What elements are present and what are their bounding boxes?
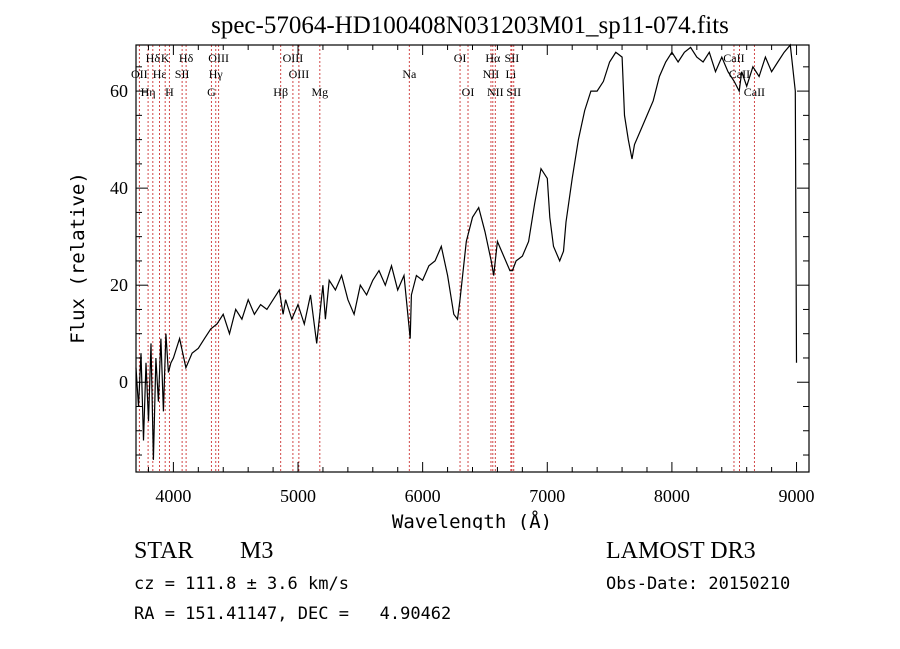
line-marker-label: OIII xyxy=(208,51,229,65)
spectrum-line xyxy=(135,43,798,460)
radec-label: RA = 151.41147, DEC = 4.90462 xyxy=(134,604,452,624)
line-marker-label: Mg xyxy=(311,85,328,99)
line-marker-group xyxy=(138,45,755,472)
line-marker-label: Na xyxy=(402,67,417,81)
line-marker-label: NII xyxy=(487,85,504,99)
line-marker-label: H xyxy=(165,85,174,99)
x-tick-label: 9000 xyxy=(779,486,815,506)
line-marker-label: CaII xyxy=(729,67,750,81)
plot-frame xyxy=(135,44,810,473)
cz-label: cz = 111.8 ± 3.6 km/s xyxy=(134,574,349,594)
line-marker-label: NII xyxy=(483,67,500,81)
class-label: STAR xyxy=(134,538,194,564)
y-tick-label: 20 xyxy=(110,275,128,295)
subclass-label: M3 xyxy=(240,538,274,564)
line-marker-label: SII xyxy=(505,51,520,65)
y-tick-labels: 0 20 40 60 xyxy=(110,81,128,392)
line-marker-label: Hδ xyxy=(179,51,194,65)
line-marker-label: Hγ xyxy=(209,67,224,81)
line-marker-label: OI xyxy=(454,51,467,65)
y-tick-label: 60 xyxy=(110,81,128,101)
axis-ticks xyxy=(136,45,809,472)
x-axis-label: Wavelength (Å) xyxy=(392,510,552,530)
obs-date-label: Obs-Date: 20150210 xyxy=(606,574,791,594)
y-tick-label: 40 xyxy=(110,178,128,198)
line-marker-label: OI xyxy=(462,85,475,99)
x-tick-label: 6000 xyxy=(405,486,441,506)
x-tick-label: 4000 xyxy=(155,486,191,506)
line-marker-label: SII xyxy=(175,67,190,81)
y-axis-label: Flux (relative) xyxy=(67,172,89,344)
line-marker-label: Hη xyxy=(141,85,156,99)
line-marker-label: Hα xyxy=(485,51,501,65)
line-marker-label: SII xyxy=(506,85,521,99)
survey-label: LAMOST DR3 xyxy=(606,538,756,564)
line-marker-label: OII xyxy=(131,67,148,81)
x-tick-label: 7000 xyxy=(529,486,565,506)
x-tick-label: 5000 xyxy=(280,486,316,506)
spectrum-chart: spec-57064-HD100408N031203M01_sp11-074.f… xyxy=(67,12,815,530)
line-marker-label: OIII xyxy=(283,51,304,65)
line-marker-label: K xyxy=(161,51,170,65)
chart-title: spec-57064-HD100408N031203M01_sp11-074.f… xyxy=(211,12,729,39)
line-marker-label: CaII xyxy=(723,51,744,65)
line-marker-label: Hβ xyxy=(273,85,288,99)
line-marker-label: OIII xyxy=(289,67,310,81)
x-tick-label: 8000 xyxy=(654,486,690,506)
y-tick-label: 0 xyxy=(119,372,128,392)
line-marker-label: Li xyxy=(506,67,517,81)
line-marker-label: G xyxy=(207,85,216,99)
line-marker-label: CaII xyxy=(744,85,765,99)
line-marker-label: Hδ xyxy=(146,51,161,65)
line-marker-label: Hε xyxy=(153,67,167,81)
x-tick-labels: 4000 5000 6000 7000 8000 9000 xyxy=(155,486,814,506)
